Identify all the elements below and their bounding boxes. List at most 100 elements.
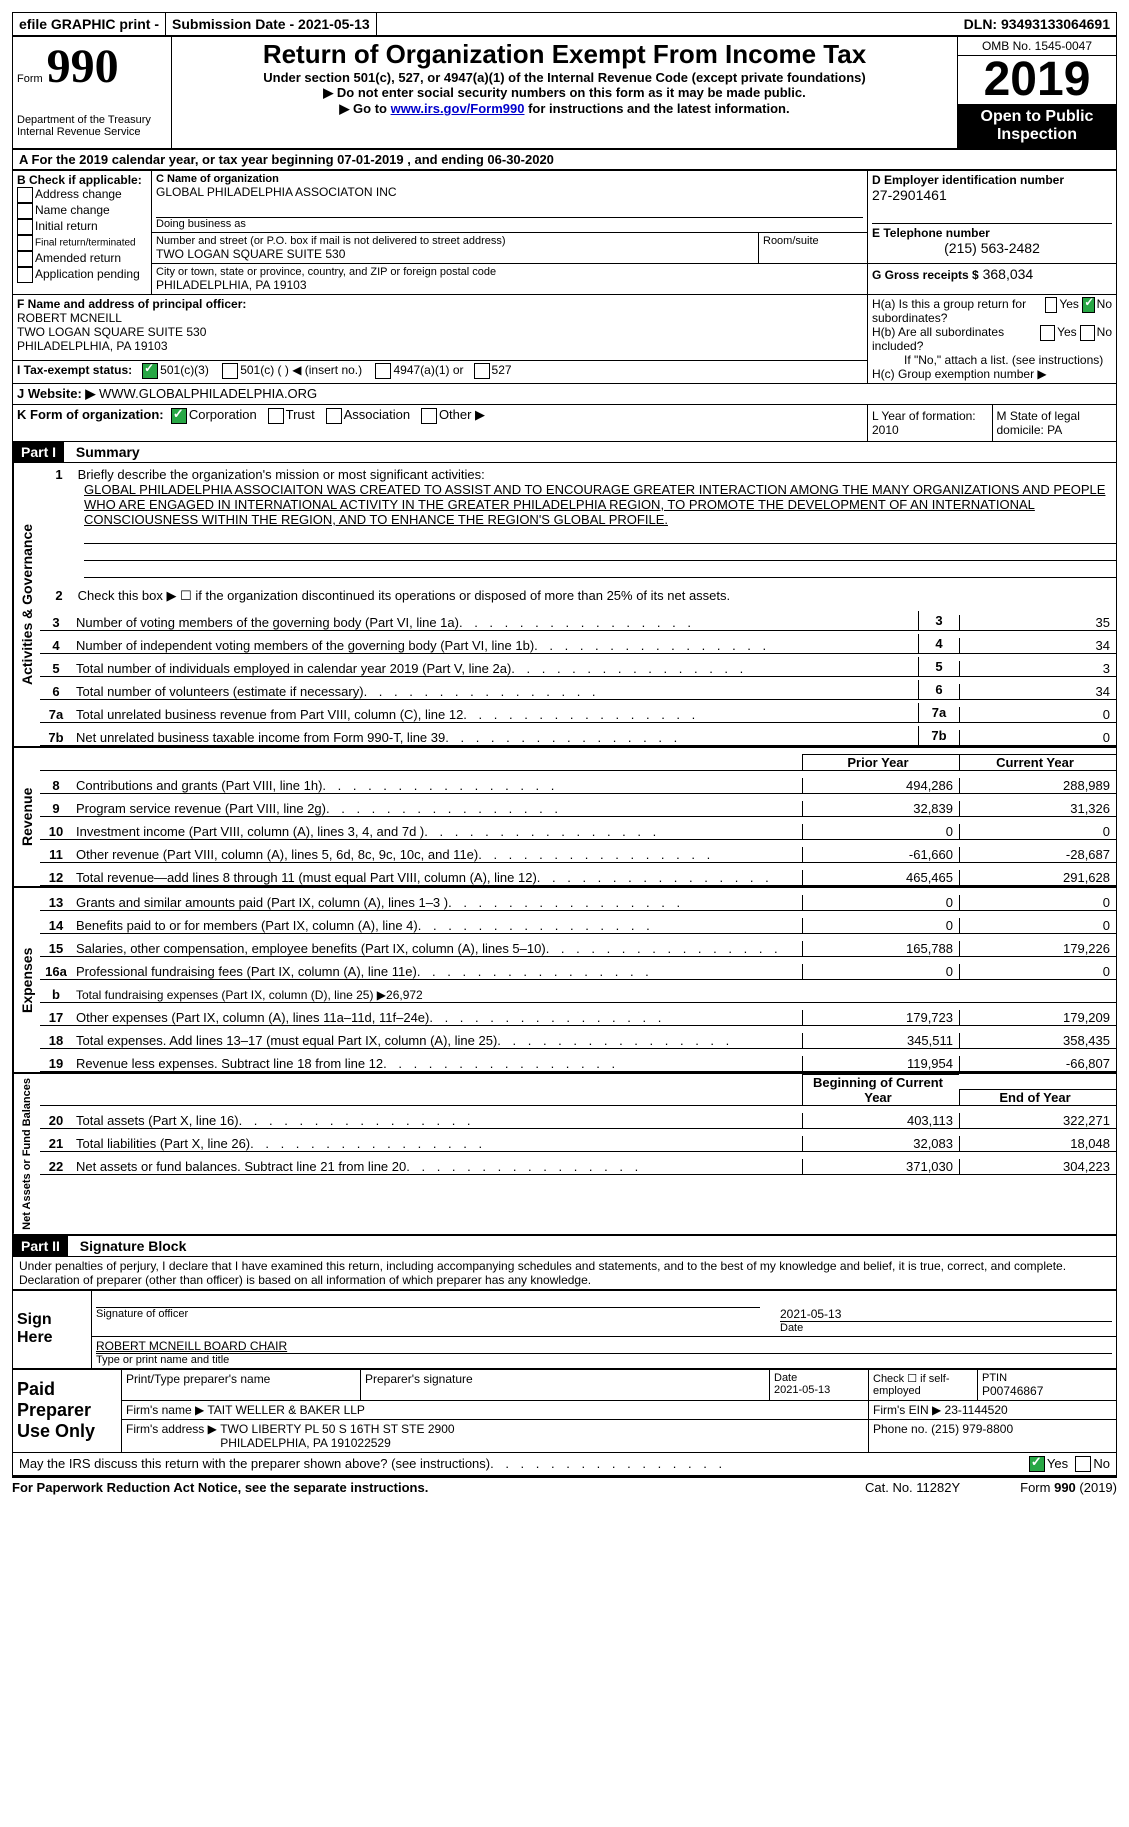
discuss-no[interactable] [1075,1456,1091,1472]
dln: DLN: 93493133064691 [958,13,1116,35]
check-assoc[interactable] [326,408,342,424]
i-label: I Tax-exempt status: [17,363,132,377]
check-addr[interactable]: Address change [17,187,147,203]
data-line: 22 Net assets or fund balances. Subtract… [40,1152,1116,1175]
check-app[interactable]: Application pending [17,267,147,283]
officer-typed-name: ROBERT MCNEILL BOARD CHAIR [96,1339,1112,1353]
firm-ein: 23-1144520 [945,1403,1008,1417]
section-expenses: Expenses 13 Grants and similar amounts p… [12,886,1117,1072]
j-label: J Website: ▶ [17,386,95,401]
c-label: C Name of organization [156,173,279,185]
discuss-yes[interactable] [1029,1456,1045,1472]
col-prior: Prior Year [802,754,959,770]
k-label: K Form of organization: [17,407,164,422]
sign-here: Sign Here [13,1290,92,1368]
data-line: 12 Total revenue—add lines 8 through 11 … [40,863,1116,886]
part1-header: Part I [13,442,64,462]
q1: Briefly describe the organization's miss… [78,467,485,482]
dba-label: Doing business as [156,218,863,230]
check-trust[interactable] [268,408,284,424]
prep-sig-label: Preparer's signature [361,1369,770,1400]
firm-addr-label: Firm's address ▶ [126,1422,217,1436]
form-word: Form [17,73,43,85]
side-revenue: Revenue [13,748,40,886]
form-footer: Form 990 (2019) [1020,1480,1117,1495]
e-label: E Telephone number [872,226,1112,240]
side-governance: Activities & Governance [13,463,40,746]
data-line: 15 Salaries, other compensation, employe… [40,934,1116,957]
data-line: 18 Total expenses. Add lines 13–17 (must… [40,1026,1116,1049]
b-title: B Check if applicable: [17,173,147,187]
phone: (215) 563-2482 [872,240,1112,256]
firm-phone: (215) 979-8800 [931,1422,1013,1436]
data-line: 16a Professional fundraising fees (Part … [40,957,1116,980]
col-end: End of Year [959,1089,1116,1105]
summary-line: 4 Number of independent voting members o… [40,631,1116,654]
check-final[interactable]: Final return/terminated [17,235,147,251]
data-line: 21 Total liabilities (Part X, line 26) 3… [40,1129,1116,1152]
form-number: 990 [47,40,119,93]
summary-line: 7b Net unrelated business taxable income… [40,723,1116,746]
firm-phone-label: Phone no. [873,1422,928,1436]
check-init[interactable]: Initial return [17,219,147,235]
check-4947[interactable] [375,363,391,379]
summary-title: Summary [68,444,140,460]
officer-name: ROBERT MCNEILL [17,311,863,325]
q2: Check this box ▶ ☐ if the organization d… [78,588,731,603]
footer-bar: For Paperwork Reduction Act Notice, see … [12,1476,1117,1495]
section-balances: Net Assets or Fund Balances Beginning of… [12,1072,1117,1236]
dept-label: Department of the Treasury Internal Reve… [17,114,167,138]
irs-link[interactable]: www.irs.gov/Form990 [391,101,525,116]
form-title: Return of Organization Exempt From Incom… [176,39,953,70]
side-expenses: Expenses [13,888,40,1072]
h-b: H(b) Are all subordinates included? [872,325,1040,353]
check-501c3[interactable] [142,363,158,379]
check-amend[interactable]: Amended return [17,251,147,267]
sig-name-label: Type or print name and title [96,1353,1112,1366]
h-note: If "No," attach a list. (see instruction… [872,353,1112,367]
discuss-line: May the IRS discuss this return with the… [12,1453,1117,1476]
firm-ein-label: Firm's EIN ▶ [873,1403,941,1417]
city-label: City or town, state or province, country… [156,266,863,278]
h-a: H(a) Is this a group return for subordin… [872,297,1045,325]
check-527[interactable] [474,363,490,379]
street-label: Number and street (or P.O. box if mail i… [156,235,754,247]
check-501c[interactable] [222,363,238,379]
sig-declaration: Under penalties of perjury, I declare th… [12,1257,1117,1290]
data-line: 11 Other revenue (Part VIII, column (A),… [40,840,1116,863]
form-subtitle: Under section 501(c), 527, or 4947(a)(1)… [176,70,953,85]
officer-addr2: PHILADELPLHIA, PA 19103 [17,339,863,353]
check-other[interactable] [421,408,437,424]
year-formation: L Year of formation: 2010 [868,405,993,441]
org-name: GLOBAL PHILADELPHIA ASSOCIATON INC [156,185,863,199]
ptin: P00746867 [982,1384,1112,1398]
sig-officer-line: Signature of officer [96,1307,760,1334]
summary-line: 7a Total unrelated business revenue from… [40,700,1116,723]
d-label: D Employer identification number [872,173,1112,187]
data-line: 17 Other expenses (Part IX, column (A), … [40,1003,1116,1026]
data-line: 14 Benefits paid to or for members (Part… [40,911,1116,934]
prep-check[interactable]: Check ☐ if self-employed [869,1369,978,1400]
sig-date-label: Date [780,1321,1112,1334]
check-corp[interactable] [171,408,187,424]
data-line: 8 Contributions and grants (Part VIII, l… [40,771,1116,794]
cat-no: Cat. No. 11282Y [865,1480,960,1495]
check-name[interactable]: Name change [17,203,147,219]
city: PHILADELPLHIA, PA 19103 [156,278,863,292]
firm-addr: TWO LIBERTY PL 50 S 16TH ST STE 2900 PHI… [220,1422,454,1450]
sig-date: 2021-05-13 [780,1307,1112,1321]
room-label: Room/suite [763,235,863,247]
top-bar: efile GRAPHIC print - Submission Date - … [12,12,1117,36]
website: WWW.GLOBALPHILADELPHIA.ORG [99,386,317,401]
side-balances: Net Assets or Fund Balances [13,1074,40,1234]
ptin-label: PTIN [982,1372,1112,1384]
efile-label: efile GRAPHIC print - [13,13,166,35]
firm-name-label: Firm's name ▶ [126,1403,204,1417]
section-governance: Activities & Governance 1 Briefly descri… [12,463,1117,746]
h-c: H(c) Group exemption number ▶ [872,367,1112,381]
part2-header: Part II [13,1236,68,1256]
ein: 27-2901461 [872,187,1112,203]
data-line: 20 Total assets (Part X, line 16) 403,11… [40,1106,1116,1129]
mission-text: GLOBAL PHILADELPHIA ASSOCIAITON WAS CREA… [40,482,1116,527]
preparer-table: Paid Preparer Use Only Print/Type prepar… [12,1369,1117,1453]
